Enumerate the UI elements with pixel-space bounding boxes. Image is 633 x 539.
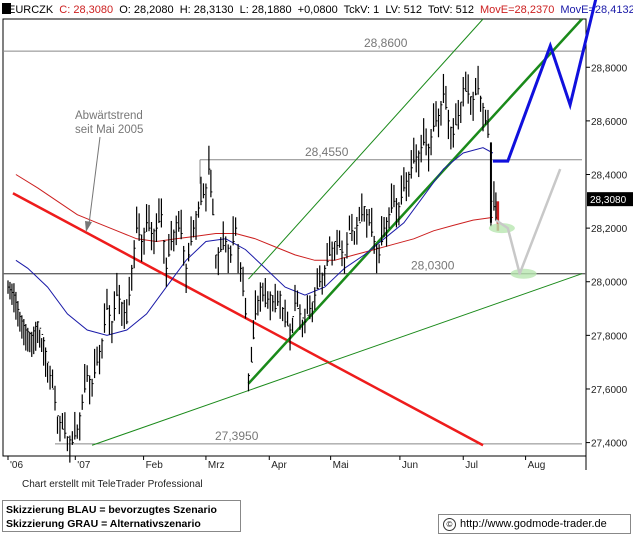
plot-frame bbox=[2, 18, 587, 457]
header-tckv: TckV: 1 bbox=[344, 4, 380, 16]
chart-credit: Chart erstellt mit TeleTrader Profession… bbox=[22, 479, 203, 490]
header-high: H: 28,3130 bbox=[180, 4, 234, 16]
header-low: L: 28,1880 bbox=[240, 4, 292, 16]
x-tick-label: Jul bbox=[465, 460, 478, 471]
header-lv: LV: 512 bbox=[385, 4, 422, 16]
x-tick-label: '06 bbox=[10, 460, 23, 471]
x-tick-label: Jun bbox=[402, 460, 418, 471]
x-tick-label: Feb bbox=[146, 460, 164, 471]
ma-long-line bbox=[15, 174, 493, 261]
x-tick-label: Aug bbox=[528, 460, 546, 471]
header-symbol: EURCZK bbox=[8, 4, 54, 16]
green-lower-line bbox=[91, 273, 583, 446]
level-label: 28,4550 bbox=[305, 145, 349, 159]
header-bar: EURCZK C: 28,3080 O: 28,2080 H: 28,3130 … bbox=[2, 3, 633, 16]
trendlines bbox=[12, 18, 583, 447]
header-change: +0,0800 bbox=[298, 4, 338, 16]
y-tick-label: 28,0000 bbox=[591, 278, 628, 289]
legend-blue: Skizzierung BLAU = bevorzugtes Szenario bbox=[6, 504, 217, 516]
x-tick-label: '07 bbox=[77, 460, 90, 471]
header-symbol-box bbox=[2, 3, 11, 14]
y-tick-label: 28,6000 bbox=[591, 117, 628, 128]
level-label: 28,0300 bbox=[411, 259, 455, 273]
annotation-arrow-head bbox=[85, 221, 92, 232]
y-tick-label: 27,4000 bbox=[591, 439, 628, 450]
gray-scenario-path bbox=[495, 168, 562, 275]
last-price-label: 28,3080 bbox=[590, 195, 627, 206]
level-label: 27,3950 bbox=[215, 429, 259, 443]
blue-scenario-path bbox=[492, 0, 598, 163]
header-move-2: MovE=28,4132 bbox=[560, 4, 633, 16]
annotation-arrow-shaft bbox=[88, 136, 101, 225]
horizontal-levels: 28,8600 28,4550 28,0300 27,3950 bbox=[3, 36, 586, 445]
header-totv: TotV: 512 bbox=[428, 4, 474, 16]
y-axis: 28,8000 28,6000 28,4000 28,2000 28,0000 27,80… bbox=[586, 63, 633, 450]
x-tick-label: Apr bbox=[271, 460, 287, 471]
green-uptrend-line bbox=[247, 18, 583, 385]
y-tick-label: 27,6000 bbox=[591, 385, 628, 396]
x-tick-label: Mai bbox=[333, 460, 349, 471]
target-ellipse bbox=[510, 268, 537, 279]
y-tick-label: 28,8000 bbox=[591, 63, 628, 74]
red-downtrend-line bbox=[12, 192, 484, 447]
green-upper-channel-line bbox=[248, 18, 484, 280]
header-open: O: 28,2080 bbox=[119, 4, 173, 16]
downtrend-annotation: Abwärtstrend seit Mai 2005 bbox=[75, 110, 143, 232]
source-url[interactable]: http://www.godmode-trader.de bbox=[460, 518, 607, 530]
header-close: C: 28,3080 bbox=[59, 4, 113, 16]
ma-short-line bbox=[15, 147, 494, 336]
x-axis: '06 '07 Feb Mrz Apr Mai Jun Jul Aug bbox=[7, 456, 546, 471]
y-tick-label: 28,2000 bbox=[591, 224, 628, 235]
svg-text:EURCZK C: 28,3080: EURCZK C: 28,3080 O: 28,2080 H: 28,3130 … bbox=[8, 4, 633, 16]
x-tick-label: Mrz bbox=[208, 460, 225, 471]
source-link[interactable]: © http://www.godmode-trader.de bbox=[438, 514, 631, 534]
legend-gray: Skizzierung GRAU = Alternativszenario bbox=[6, 518, 201, 530]
annotation-line-1: Abwärtstrend bbox=[75, 110, 143, 122]
y-tick-label: 28,4000 bbox=[591, 170, 628, 181]
copyright-icon: © bbox=[443, 517, 456, 531]
scenario-legend: Skizzierung BLAU = bevorzugtes Szenario … bbox=[2, 500, 241, 532]
scenario-sketches bbox=[488, 0, 598, 279]
header-move-1: MovE=28,2370 bbox=[480, 4, 554, 16]
y-tick-label: 27,8000 bbox=[591, 331, 628, 342]
annotation-line-2: seit Mai 2005 bbox=[75, 124, 143, 136]
last-price-box bbox=[587, 192, 633, 207]
moving-averages bbox=[15, 147, 494, 336]
price-series bbox=[7, 65, 500, 463]
level-label: 28,8600 bbox=[364, 36, 408, 50]
